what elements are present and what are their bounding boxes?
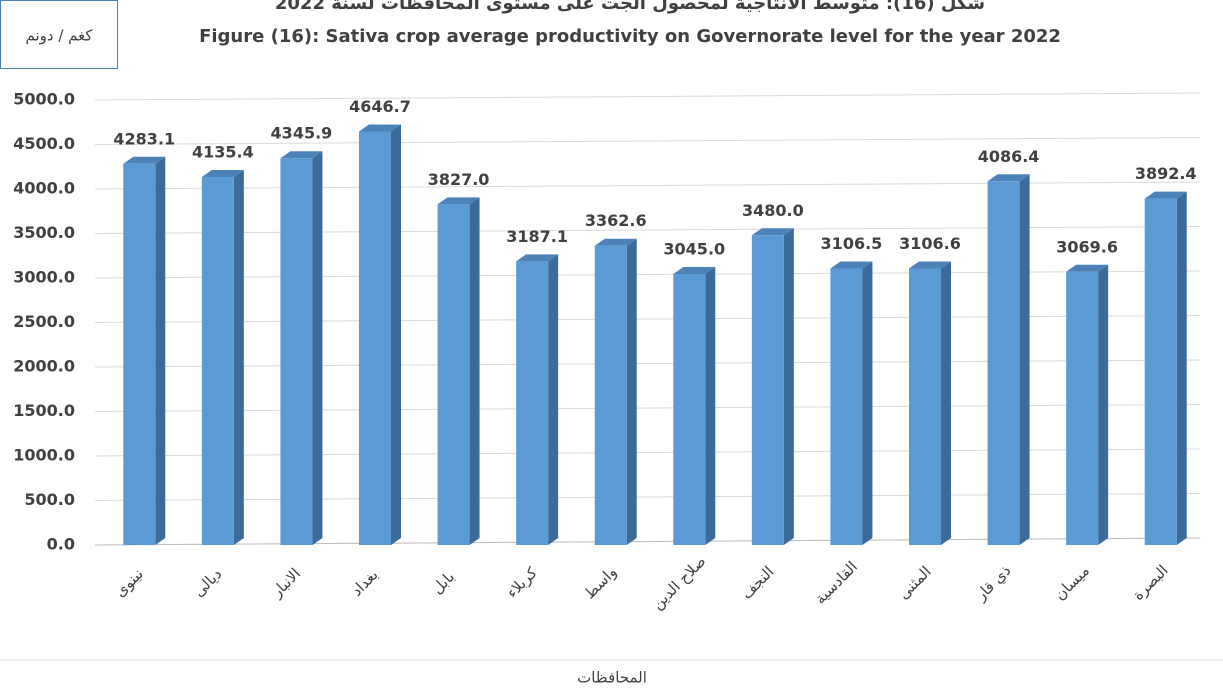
bar-side (391, 124, 401, 546)
value-label: 4283.1 (113, 129, 175, 148)
bar-side (1019, 174, 1030, 545)
bar-side (941, 261, 951, 545)
y-tick-label: 5000.0 (13, 90, 75, 109)
bar (594, 245, 627, 545)
chart-title: شكل (16): متوسط الانتاجية لمحصول الجت عل… (275, 0, 985, 14)
bar-side (469, 197, 480, 545)
bar-side (548, 254, 559, 546)
value-label: 3106.6 (899, 234, 961, 253)
value-label: 3069.6 (1056, 237, 1118, 256)
bar (1066, 271, 1099, 545)
y-tick-label: 1500.0 (13, 401, 75, 420)
bar (437, 204, 470, 545)
value-label: 3187.1 (506, 227, 568, 246)
bar-top (1066, 264, 1109, 272)
grid-line (94, 92, 1201, 101)
bar-top (751, 228, 794, 236)
bar (751, 235, 784, 545)
y-tick-label: 4500.0 (13, 134, 75, 153)
bar (1144, 198, 1177, 545)
y-tick-label: 3000.0 (13, 268, 75, 287)
y-tick-label: 0.0 (47, 535, 75, 554)
unit-box (0, 0, 118, 69)
value-label: 3892.4 (1135, 164, 1197, 183)
chart-subtitle: Figure (16): Sativa crop average product… (199, 26, 1061, 47)
y-tick-label: 2500.0 (13, 312, 75, 331)
bar-top (123, 156, 166, 164)
value-label: 4135.4 (192, 142, 254, 161)
bar-top (437, 197, 480, 205)
bar (201, 176, 234, 545)
bar (909, 268, 941, 545)
y-tick-label: 3500.0 (13, 223, 75, 242)
bar-side (233, 169, 244, 545)
unit-label: كغم / دونم (25, 27, 93, 45)
bar-side (705, 266, 716, 545)
bar-side (626, 238, 637, 545)
bar-top (830, 261, 873, 269)
x-axis-label: المحافظات (577, 669, 647, 687)
bar-side (155, 156, 166, 545)
bar (987, 181, 1020, 545)
value-label: 3045.0 (663, 239, 725, 258)
bar-side (312, 151, 323, 545)
bar-top (987, 174, 1030, 182)
bar (280, 158, 313, 545)
bar-top (909, 261, 951, 269)
bar-side (1176, 191, 1187, 545)
bar-side (1098, 264, 1109, 545)
bar (359, 131, 391, 545)
value-label: 3827.0 (428, 170, 490, 189)
value-label: 3106.5 (821, 234, 883, 253)
value-label: 3480.0 (742, 201, 804, 220)
value-label: 4646.7 (349, 97, 411, 116)
bar-side (783, 228, 794, 545)
grid-line (94, 137, 1201, 145)
value-label: 3362.6 (585, 211, 647, 230)
bar-top (673, 266, 716, 274)
bar (830, 268, 863, 545)
y-tick-label: 2000.0 (13, 357, 75, 376)
bar-top (594, 238, 637, 246)
bar-top (201, 169, 244, 177)
bar-top (516, 254, 559, 262)
bar-top (280, 151, 323, 159)
value-label: 4086.4 (978, 147, 1040, 166)
bar-side (862, 261, 873, 545)
y-tick-label: 4000.0 (13, 179, 75, 198)
bar-top (1144, 191, 1187, 199)
bar (123, 163, 156, 546)
y-tick-label: 1000.0 (13, 446, 75, 465)
bar (516, 261, 549, 545)
value-label: 4345.9 (271, 124, 333, 143)
bar-top (359, 124, 401, 132)
y-tick-label: 500.0 (24, 490, 75, 509)
bar (673, 273, 706, 545)
